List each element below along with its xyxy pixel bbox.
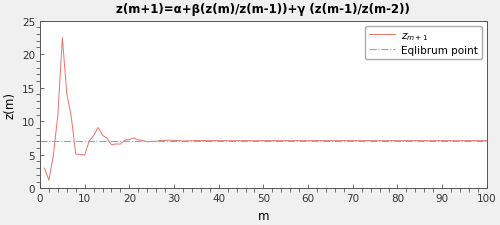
X-axis label: m: m bbox=[258, 209, 269, 222]
Y-axis label: z(m): z(m) bbox=[4, 92, 16, 118]
$z_{m+1}$ bbox=[256, 140, 262, 142]
Line: $z_{m+1}$: $z_{m+1}$ bbox=[44, 38, 492, 180]
$z_{m+1}$ bbox=[363, 140, 369, 142]
$z_{m+1}$ bbox=[46, 179, 52, 182]
$z_{m+1}$ bbox=[318, 140, 324, 142]
$z_{m+1}$ bbox=[162, 140, 168, 142]
Legend: $z_{m+1}$, Eqlibrum point: $z_{m+1}$, Eqlibrum point bbox=[365, 27, 482, 60]
$z_{m+1}$ bbox=[82, 154, 87, 157]
Title: z(m+1)=α+β(z(m)/z(m-1))+γ (z(m-1)/z(m-2)): z(m+1)=α+β(z(m)/z(m-1))+γ (z(m-1)/z(m-2)… bbox=[116, 3, 410, 16]
$z_{m+1}$ bbox=[42, 167, 48, 170]
$z_{m+1}$ bbox=[60, 37, 66, 40]
$z_{m+1}$ bbox=[386, 140, 392, 142]
Eqlibrum point bbox=[37, 140, 43, 142]
$z_{m+1}$ bbox=[488, 140, 494, 142]
Eqlibrum point bbox=[42, 140, 48, 142]
